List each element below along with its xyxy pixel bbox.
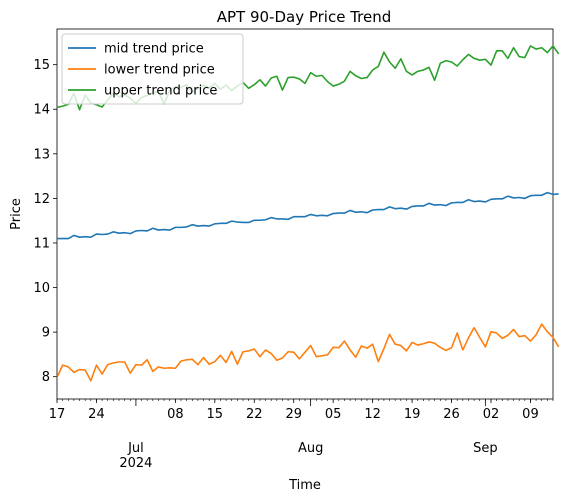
y-axis-label: Price (9, 198, 24, 230)
series-line-1 (56, 323, 560, 382)
legend-label-0: mid trend price (104, 42, 204, 57)
x-month-label: Aug (298, 441, 323, 456)
x-month-label: Sep (473, 441, 498, 456)
legend-label-2: upper trend price (104, 84, 217, 99)
legend: mid trend price lower trend price upper tr… (61, 33, 244, 105)
x-tick-label: 02 (483, 407, 500, 422)
x-tick-label: 24 (88, 407, 105, 422)
x-tick-label: 19 (404, 407, 421, 422)
x-axis-label: Time (288, 478, 321, 493)
legend-label-1: lower trend price (104, 63, 215, 78)
x-tick-label: 05 (325, 407, 342, 422)
series-line-0 (57, 191, 559, 240)
legend-frame (61, 33, 244, 105)
x-tick-label: 08 (167, 407, 184, 422)
y-tick-label: 12 (33, 192, 50, 207)
y-tick-label: 10 (33, 281, 50, 296)
x-month-label: 2024 (119, 456, 152, 471)
y-tick-label: 9 (42, 326, 50, 341)
y-axis: 8 9 10 11 12 13 14 15 (33, 58, 57, 385)
x-tick-label: 15 (207, 407, 224, 422)
y-tick-label: 15 (33, 58, 50, 73)
chart-title: APT 90-Day Price Trend (217, 8, 392, 26)
y-tick-label: 8 (42, 370, 50, 385)
x-month-label: Jul (127, 441, 144, 456)
x-tick-label: 09 (522, 407, 539, 422)
x-tick-label: 22 (246, 407, 263, 422)
x-tick-label: 29 (285, 407, 302, 422)
x-tick-label: 26 (443, 407, 460, 422)
y-tick-label: 11 (33, 236, 50, 251)
x-tick-label: 12 (364, 407, 381, 422)
x-tick-label: 17 (49, 407, 66, 422)
y-tick-label: 13 (33, 147, 50, 162)
y-tick-label: 14 (33, 103, 50, 118)
